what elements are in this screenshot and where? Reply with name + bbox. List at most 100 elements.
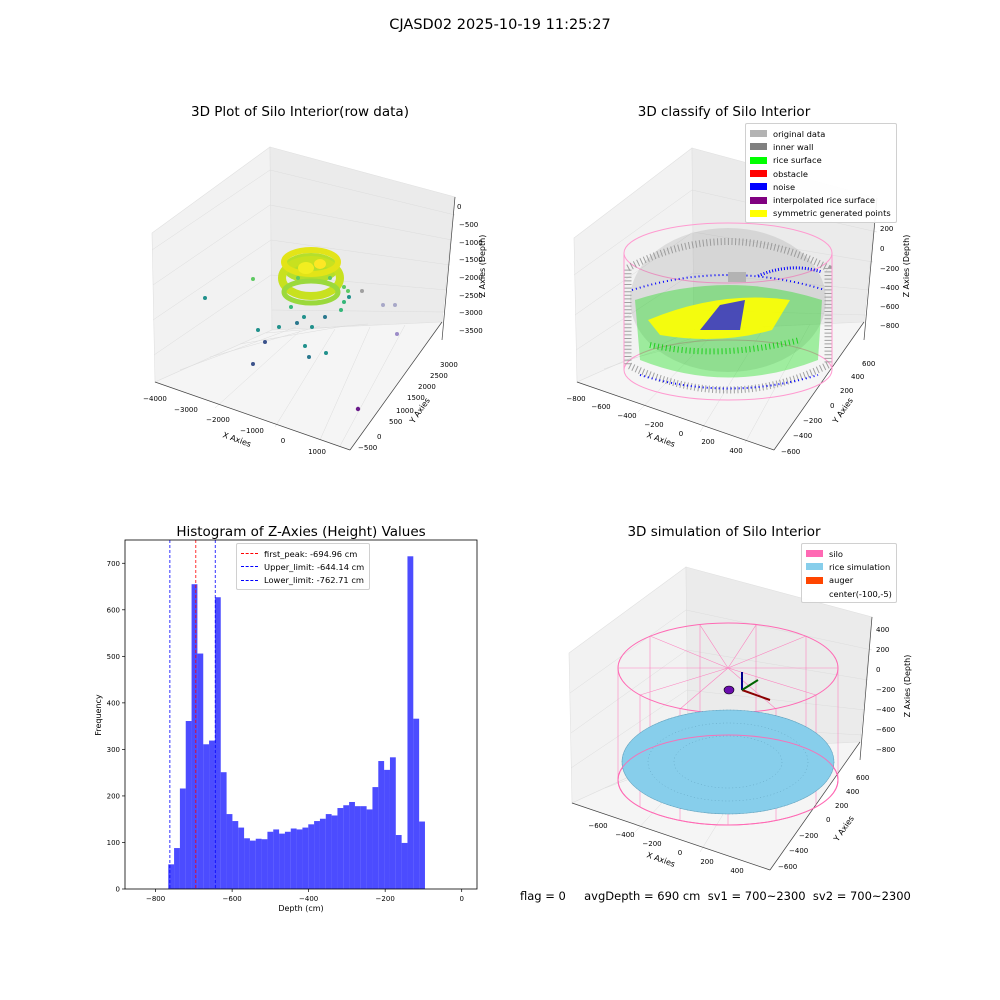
legend-swatch	[750, 143, 767, 151]
histogram-bar	[179, 788, 186, 889]
legend-line	[241, 579, 258, 581]
raw-ztick: 0	[457, 203, 461, 211]
simulation-legend: silo rice simulation auger center(-100,-…	[801, 543, 897, 604]
histogram-vlines	[169, 540, 216, 889]
simulation-3d-axes: −600 −400 −200 0 200 400 −600 −400 −200 …	[568, 566, 912, 875]
histogram-ytick-label: 200	[107, 792, 120, 800]
legend-label: inner wall	[773, 141, 814, 152]
classify-xlabel: X Axies	[645, 430, 676, 449]
sim-ytick: 0	[826, 816, 830, 824]
legend-entry: Upper_limit: -644.14 cm	[241, 560, 365, 573]
legend-label: silo	[829, 548, 844, 559]
histogram-bar	[185, 721, 192, 889]
histogram-bar	[302, 827, 309, 889]
sim-xtick: −200	[642, 840, 661, 848]
histogram-bar	[401, 842, 408, 889]
histogram-bar	[290, 828, 297, 889]
legend-swatch	[806, 590, 823, 597]
raw-ytick: 2500	[430, 372, 448, 380]
sim-xtick: 200	[700, 858, 713, 866]
histogram-yticks: 0 100 200 300 400 500 600 700	[107, 560, 125, 894]
histogram-ytick-label: 300	[107, 746, 120, 754]
histogram-bar	[389, 757, 396, 889]
simulation-silo	[617, 622, 839, 826]
histogram-bar	[249, 840, 256, 889]
sim-xtick: 400	[730, 867, 743, 875]
classify-ztick: −800	[880, 322, 899, 330]
histogram-xticks: −800 −600 −400 −200 0	[146, 889, 464, 903]
raw-ztick: −1500	[459, 256, 483, 264]
histogram-bar	[232, 821, 239, 889]
figure-suptitle: CJASD02 2025-10-19 11:25:27	[389, 17, 611, 33]
raw-ytick: 2000	[418, 383, 436, 391]
histogram-ytick-label: 500	[107, 653, 120, 661]
raw-ytick: 500	[389, 418, 402, 426]
raw-ztick: −1000	[459, 239, 483, 247]
raw-point-cloud	[203, 247, 399, 412]
legend-entry: rice surface	[750, 154, 892, 167]
histogram-xtick-label: −200	[376, 895, 395, 903]
raw-ytick: 1000	[396, 407, 414, 415]
histogram-bar	[209, 740, 215, 889]
legend-swatch	[750, 196, 767, 204]
legend-label: Upper_limit: -644.14 cm	[264, 561, 365, 572]
histogram-xtick-label: 0	[459, 895, 463, 903]
histogram-bar	[168, 864, 175, 889]
histogram-bar	[279, 833, 285, 889]
histogram-bar	[308, 824, 315, 889]
classify-ztick: 200	[880, 225, 893, 233]
classify-ztick: 0	[880, 245, 884, 253]
classify-ytick: −400	[793, 432, 812, 440]
histogram-bar	[366, 809, 373, 889]
sim-ztick: −200	[876, 686, 895, 694]
histogram-bar	[343, 805, 350, 889]
legend-label: center(-100,-5)	[829, 588, 892, 599]
histogram-bar	[319, 818, 326, 889]
legend-entry: silo	[806, 547, 892, 560]
histogram-bar	[220, 772, 227, 889]
classify-3d-axes: −800 −600 −400 −200 0 200 400 −600 −400 …	[566, 147, 911, 456]
sim-ytick: 400	[846, 788, 859, 796]
histogram-bar	[325, 814, 332, 889]
histogram-plot: −800 −600 −400 −200 0 0 100 200 300 400 500 600 700…	[94, 539, 478, 913]
histogram-bar	[395, 835, 402, 889]
legend-entry: auger	[806, 574, 892, 587]
classify-xtick: 0	[679, 430, 683, 438]
legend-swatch	[806, 550, 823, 558]
histogram-title: Histogram of Z-Axies (Height) Values	[176, 524, 426, 540]
classify-ylabel: Y Axies	[830, 396, 855, 426]
classify-xtick: −200	[644, 421, 663, 429]
histogram-bar	[203, 744, 210, 889]
legend-swatch	[750, 130, 767, 138]
sim-ztick: 0	[876, 666, 880, 674]
status-footer: flag = 0 avgDepth = 690 cm sv1 = 700~230…	[520, 889, 911, 903]
histogram-legend: first_peak: -694.96 cm Upper_limit: -644…	[236, 543, 370, 590]
histogram-ytick-label: 400	[107, 699, 120, 707]
classify-zlabel: Z Axies (Depth)	[902, 235, 911, 298]
sim-ztick: −800	[876, 746, 895, 754]
histogram-bar	[337, 808, 344, 889]
histogram-bar	[384, 769, 390, 889]
raw-ztick: −2000	[459, 274, 483, 282]
classify-ytick: 200	[840, 387, 853, 395]
histogram-bar	[174, 848, 180, 889]
sim-ztick: 400	[876, 626, 889, 634]
classify-ztick: −200	[880, 265, 899, 273]
sim-xtick: 0	[678, 849, 682, 857]
sim-ztick: 200	[876, 646, 889, 654]
raw-ztick: −2500	[459, 292, 483, 300]
legend-label: symmetric generated points	[773, 208, 891, 219]
sim-xlabel: X Axies	[645, 850, 676, 869]
legend-swatch	[750, 170, 767, 178]
classify-ytick: 0	[830, 402, 834, 410]
histogram-ytick-label: 600	[107, 606, 120, 614]
histogram-bar	[331, 815, 338, 889]
legend-label: auger	[829, 575, 854, 586]
histogram-frame	[124, 539, 478, 890]
histogram-bar	[360, 806, 367, 889]
classify-xtick: −400	[617, 412, 636, 420]
sim-ytick: −400	[789, 847, 808, 855]
histogram-bar	[197, 653, 204, 889]
sim-zlabel: Z Axies (Depth)	[903, 655, 912, 718]
